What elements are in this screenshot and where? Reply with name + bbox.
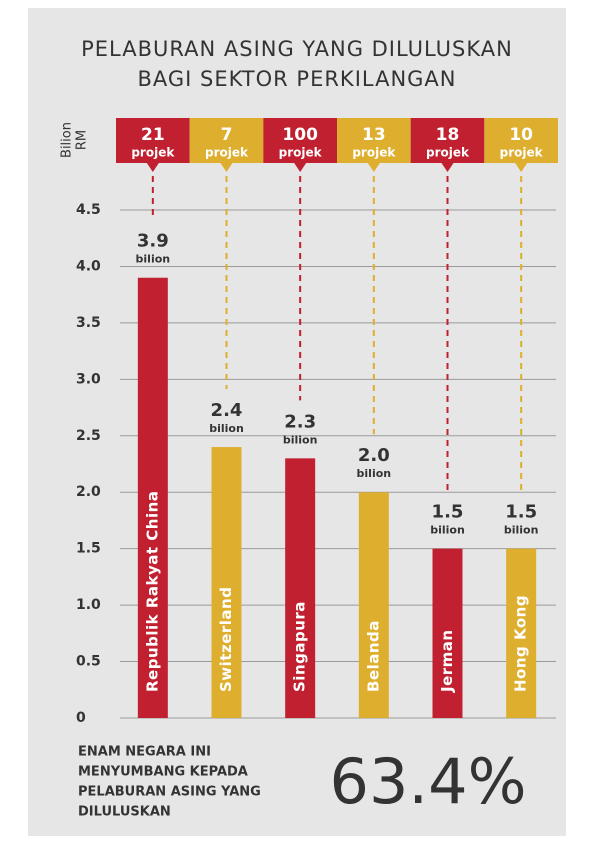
- project-unit: projek: [279, 146, 323, 160]
- y-tick-label: 1.5: [76, 541, 101, 557]
- project-count: 18: [436, 125, 460, 145]
- project-count: 13: [362, 125, 386, 145]
- project-pointer: [441, 163, 454, 172]
- y-label: Bilion RM: [60, 122, 90, 158]
- project-pointer: [220, 163, 233, 172]
- value-unit: bilion: [357, 467, 392, 480]
- y-tick-label: 2.0: [76, 484, 101, 500]
- chart-title: BAGI SEKTOR PERKILANGAN: [138, 67, 457, 91]
- project-box: [337, 118, 411, 163]
- value-unit: bilion: [209, 422, 244, 435]
- value-unit: bilion: [430, 524, 465, 537]
- y-tick-label: 1.0: [76, 597, 101, 613]
- y-label-line: Bilion: [60, 122, 75, 158]
- project-box: [189, 118, 264, 163]
- value-label: 3.9: [137, 231, 169, 252]
- project-box: [484, 118, 558, 163]
- bar: [211, 447, 242, 718]
- y-label-line: RM: [75, 130, 90, 150]
- value-unit: bilion: [136, 253, 171, 266]
- project-box: [410, 118, 485, 163]
- project-box: [116, 118, 190, 163]
- note: DILULUSKAN: [78, 805, 171, 820]
- project-box: [263, 118, 337, 163]
- project-unit: projek: [352, 146, 396, 160]
- value-label: 2.3: [284, 411, 316, 432]
- project-unit: projek: [131, 146, 175, 160]
- project-pointer: [146, 163, 159, 172]
- y-tick-label: 2.5: [76, 428, 101, 444]
- project-unit: projek: [426, 146, 470, 160]
- value-label: 1.5: [505, 502, 537, 523]
- bar: [358, 492, 389, 718]
- value-label: 2.4: [211, 400, 243, 421]
- y-tick-label: 3.5: [76, 315, 101, 331]
- chart-title: PELABURAN ASING YANG DILULUSKAN: [81, 37, 513, 61]
- value-label: 1.5: [432, 502, 464, 523]
- y-tick-label: 4.0: [76, 258, 101, 274]
- y-tick-label: 0: [76, 710, 86, 726]
- bar-label: Belanda: [364, 620, 382, 692]
- y-tick-label: 4.5: [76, 202, 101, 218]
- project-pointer: [294, 163, 307, 172]
- bar-label: Jerman: [438, 629, 456, 693]
- value-label: 2.0: [358, 445, 390, 466]
- note: PELABURAN ASING YANG: [78, 785, 261, 800]
- value-unit: bilion: [504, 524, 539, 537]
- bar-label: Republik Rakyat China: [143, 491, 161, 692]
- y-tick-label: 3.0: [76, 371, 101, 387]
- project-unit: projek: [500, 146, 544, 160]
- value-unit: bilion: [283, 433, 318, 446]
- project-pointer: [515, 163, 528, 172]
- bar-label: Switzerland: [217, 587, 235, 692]
- highlight: 63.4%: [330, 745, 527, 818]
- note: ENAM NEGARA INI: [78, 745, 211, 760]
- bar: [432, 548, 463, 718]
- bar: [506, 548, 537, 718]
- bar-label: Hong Kong: [512, 595, 530, 692]
- project-pointer: [367, 163, 380, 172]
- bar: [137, 277, 168, 718]
- project-count: 100: [282, 125, 318, 145]
- project-count: 7: [221, 125, 233, 145]
- bar: [285, 458, 316, 718]
- project-count: 21: [141, 125, 165, 145]
- bar-label: Singapura: [291, 601, 309, 692]
- note: MENYUMBANG KEPADA: [78, 765, 248, 780]
- project-unit: projek: [205, 146, 249, 160]
- y-tick-label: 0.5: [76, 654, 101, 670]
- project-count: 10: [509, 125, 533, 145]
